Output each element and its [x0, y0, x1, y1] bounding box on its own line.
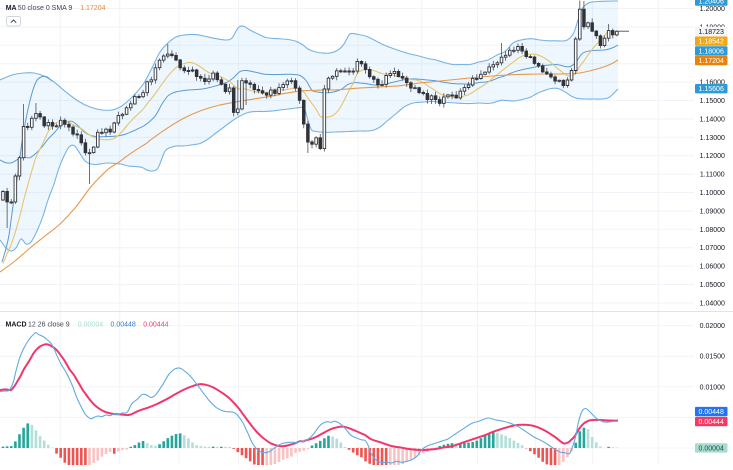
svg-text:0.00004: 0.00004: [699, 445, 724, 452]
svg-text:1.06000: 1.06000: [700, 264, 725, 271]
svg-text:1.09000: 1.09000: [700, 208, 725, 215]
svg-text:1.20406: 1.20406: [699, 0, 724, 6]
svg-text:1.11000: 1.11000: [700, 172, 725, 179]
svg-text:50 close 0 SMA 9: 50 close 0 SMA 9: [18, 5, 73, 12]
svg-text:1.17204: 1.17204: [80, 5, 105, 12]
svg-text:1.16000: 1.16000: [700, 80, 725, 87]
svg-text:0.00448: 0.00448: [111, 322, 136, 329]
svg-text:1.15000: 1.15000: [700, 98, 725, 105]
svg-text:0.01000: 0.01000: [700, 384, 725, 391]
svg-text:1.20000: 1.20000: [700, 6, 725, 13]
svg-text:1.10000: 1.10000: [700, 190, 725, 197]
svg-text:1.13000: 1.13000: [700, 135, 725, 142]
svg-text:1.15606: 1.15606: [699, 86, 724, 93]
svg-text:1.05000: 1.05000: [700, 282, 725, 289]
svg-text:1.14000: 1.14000: [700, 116, 725, 123]
svg-text:0.00004: 0.00004: [78, 322, 103, 329]
svg-text:1.18006: 1.18006: [699, 48, 724, 55]
svg-text:MACD: MACD: [6, 322, 27, 329]
svg-text:0.00444: 0.00444: [143, 322, 168, 329]
svg-text:1.08000: 1.08000: [700, 227, 725, 234]
svg-text:0.01500: 0.01500: [700, 354, 725, 361]
svg-text:0.00448: 0.00448: [699, 409, 724, 416]
svg-text:0.02000: 0.02000: [700, 323, 725, 330]
svg-text:0.00444: 0.00444: [699, 419, 724, 426]
svg-text:MA: MA: [6, 5, 17, 12]
svg-text:1.18542: 1.18542: [699, 39, 724, 46]
svg-text:1.17204: 1.17204: [699, 58, 724, 65]
svg-text:1.07000: 1.07000: [700, 245, 725, 252]
svg-text:1.18723: 1.18723: [699, 29, 724, 36]
svg-text:1.04000: 1.04000: [700, 300, 725, 307]
svg-text:1.12000: 1.12000: [700, 153, 725, 160]
svg-text:12 26 close 9: 12 26 close 9: [28, 322, 70, 329]
